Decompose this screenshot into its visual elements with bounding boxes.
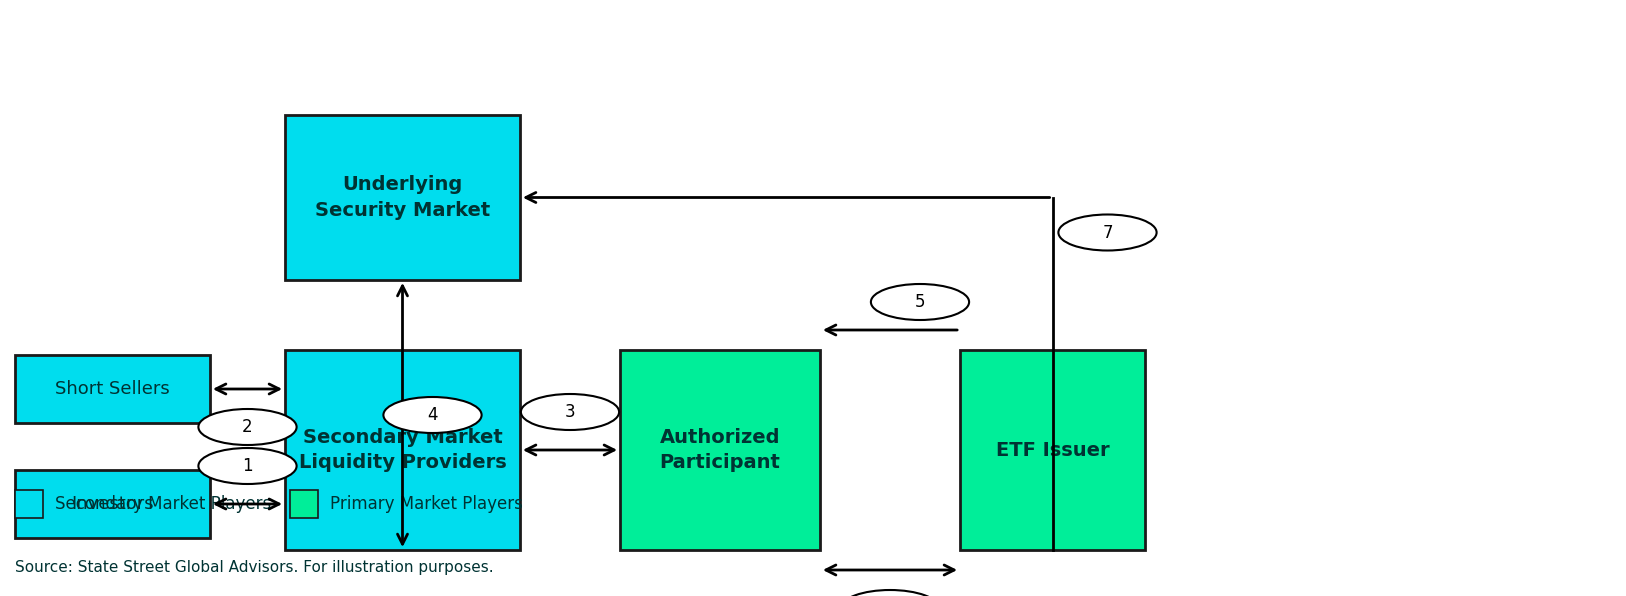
Ellipse shape	[872, 284, 969, 320]
Ellipse shape	[520, 394, 620, 430]
Ellipse shape	[198, 409, 296, 445]
Text: 5: 5	[915, 293, 925, 311]
Text: Underlying
Security Market: Underlying Security Market	[315, 175, 489, 219]
Ellipse shape	[1059, 215, 1156, 250]
Text: 3: 3	[564, 403, 576, 421]
Text: 2: 2	[242, 418, 252, 436]
FancyBboxPatch shape	[15, 470, 210, 538]
Text: Primary Market Players: Primary Market Players	[330, 495, 524, 513]
Ellipse shape	[384, 397, 481, 433]
Ellipse shape	[198, 448, 296, 484]
Text: 4: 4	[428, 406, 437, 424]
Text: Investors: Investors	[72, 495, 154, 513]
Text: Secondary Market
Liquidity Providers: Secondary Market Liquidity Providers	[299, 428, 506, 472]
FancyBboxPatch shape	[959, 350, 1145, 550]
Text: 7: 7	[1102, 224, 1112, 241]
Text: Source: State Street Global Advisors. For illustration purposes.: Source: State Street Global Advisors. Fo…	[15, 560, 494, 575]
Text: Short Sellers: Short Sellers	[55, 380, 169, 398]
FancyBboxPatch shape	[285, 350, 520, 550]
Text: 1: 1	[242, 457, 252, 475]
FancyBboxPatch shape	[15, 355, 210, 423]
Text: Authorized
Participant: Authorized Participant	[660, 428, 780, 472]
Ellipse shape	[841, 590, 940, 596]
FancyBboxPatch shape	[289, 490, 319, 518]
Text: Secondary Market Players: Secondary Market Players	[55, 495, 272, 513]
FancyBboxPatch shape	[620, 350, 820, 550]
FancyBboxPatch shape	[285, 115, 520, 280]
FancyBboxPatch shape	[15, 490, 42, 518]
Text: ETF Issuer: ETF Issuer	[995, 440, 1109, 460]
